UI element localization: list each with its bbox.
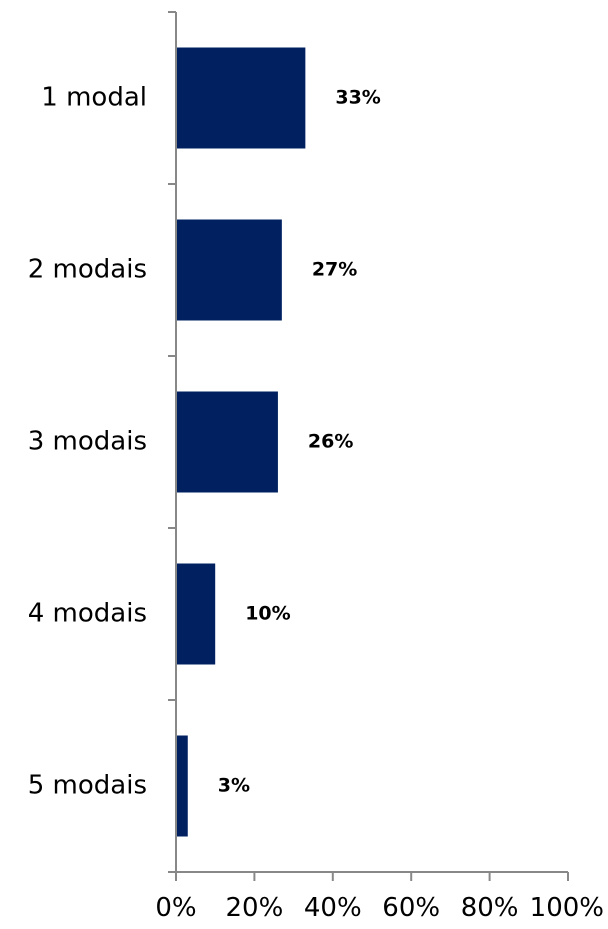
axes	[168, 11, 569, 881]
x-tick-label-3: 60%	[382, 893, 440, 923]
category-label-5: 5 modais	[28, 771, 147, 801]
bar-4	[177, 563, 216, 665]
value-label-1: 33%	[335, 87, 380, 109]
x-tick-label-4: 80%	[461, 893, 519, 923]
y-axis-ticks	[168, 11, 176, 873]
x-tick-label-2: 40%	[304, 893, 362, 923]
category-label-1: 1 modal	[41, 83, 147, 113]
value-label-5: 3%	[218, 775, 250, 797]
value-label-2: 27%	[312, 259, 357, 281]
value-label-4: 10%	[245, 603, 290, 625]
x-axis-ticks	[175, 872, 569, 881]
category-labels: 1 modal 2 modais 3 modais 4 modais 5 modais	[28, 83, 147, 801]
x-tick-label-5: 100%	[530, 893, 604, 923]
value-label-3: 26%	[308, 431, 353, 453]
bars	[177, 47, 306, 837]
bar-3	[177, 391, 278, 493]
x-tick-labels: 0% 20% 40% 60% 80% 100%	[155, 893, 604, 923]
bar-1	[177, 47, 306, 149]
category-label-2: 2 modais	[28, 255, 147, 285]
x-tick-label-0: 0%	[155, 893, 196, 923]
bar-5	[177, 735, 188, 837]
bar-2	[177, 219, 282, 321]
category-label-3: 3 modais	[28, 427, 147, 457]
x-tick-label-1: 20%	[226, 893, 284, 923]
value-labels: 33% 27% 26% 10% 3%	[218, 87, 381, 797]
category-label-4: 4 modais	[28, 599, 147, 629]
